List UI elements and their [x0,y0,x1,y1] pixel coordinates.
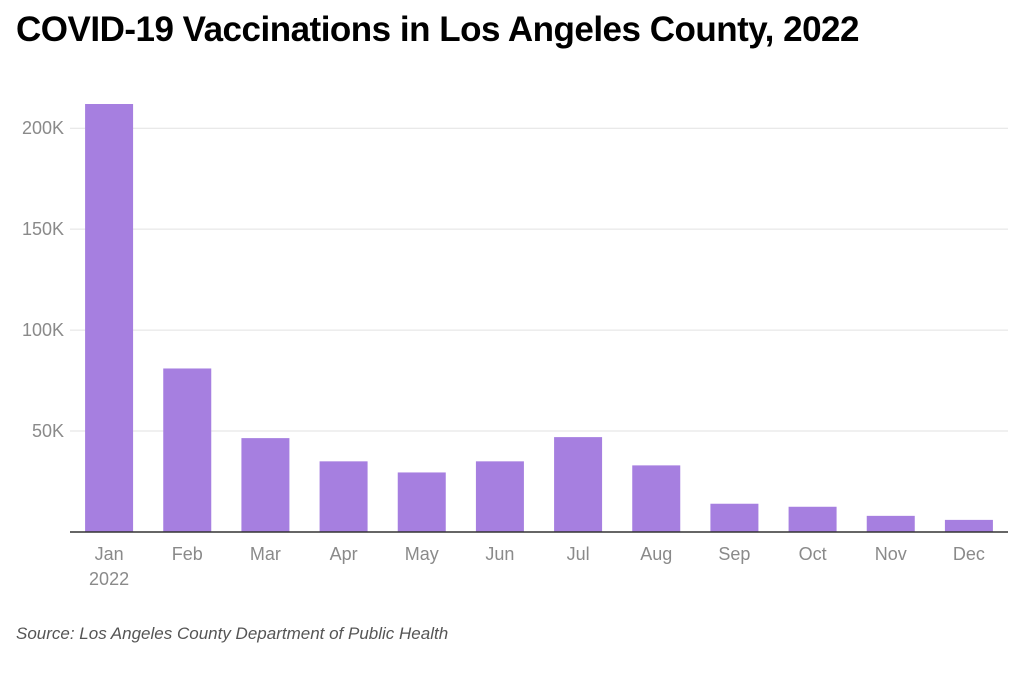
source-note: Source: Los Angeles County Department of… [16,624,449,643]
x-tick-label: Oct [799,544,827,564]
bar-jan [85,104,134,532]
bar-aug [632,465,681,532]
bar-sep [710,503,759,532]
x-tick-label: Jun [485,544,514,564]
y-tick-label: 200K [22,118,64,138]
y-tick-label: 100K [22,320,64,340]
x-tick-label: Aug [640,544,672,564]
bar-jul [554,437,603,532]
bar-jun [475,461,524,532]
x-tick-label: Nov [875,544,907,564]
x-tick-label: Sep [718,544,750,564]
bar-nov [866,515,915,532]
bar-may [397,472,446,532]
y-axis-ticks: 50K 100K 150K 200K [22,118,64,441]
x-tick-label: Mar [250,544,281,564]
x-tick-label: Dec [953,544,985,564]
bar-apr [319,461,368,532]
x-tick-label: Apr [330,544,358,564]
y-tick-label: 50K [32,421,64,441]
x-axis-ticks: Jan 2022 Feb Mar Apr May Jun Jul Aug Sep Oct Nov Dec [89,544,985,589]
gridlines [70,127,1008,432]
chart-title: COVID-19 Vaccinations in Los Angeles Cou… [16,10,859,49]
x-tick-label: Jul [567,544,590,564]
bar-dec [944,519,993,532]
x-tick-label: Feb [172,544,203,564]
bar-oct [788,506,837,532]
x-tick-sublabel: 2022 [89,569,129,589]
bar-feb [163,368,212,532]
x-tick-label: Jan [95,544,124,564]
y-tick-label: 150K [22,219,64,239]
bars [85,104,993,532]
bar-mar [241,438,290,532]
x-tick-label: May [405,544,439,564]
